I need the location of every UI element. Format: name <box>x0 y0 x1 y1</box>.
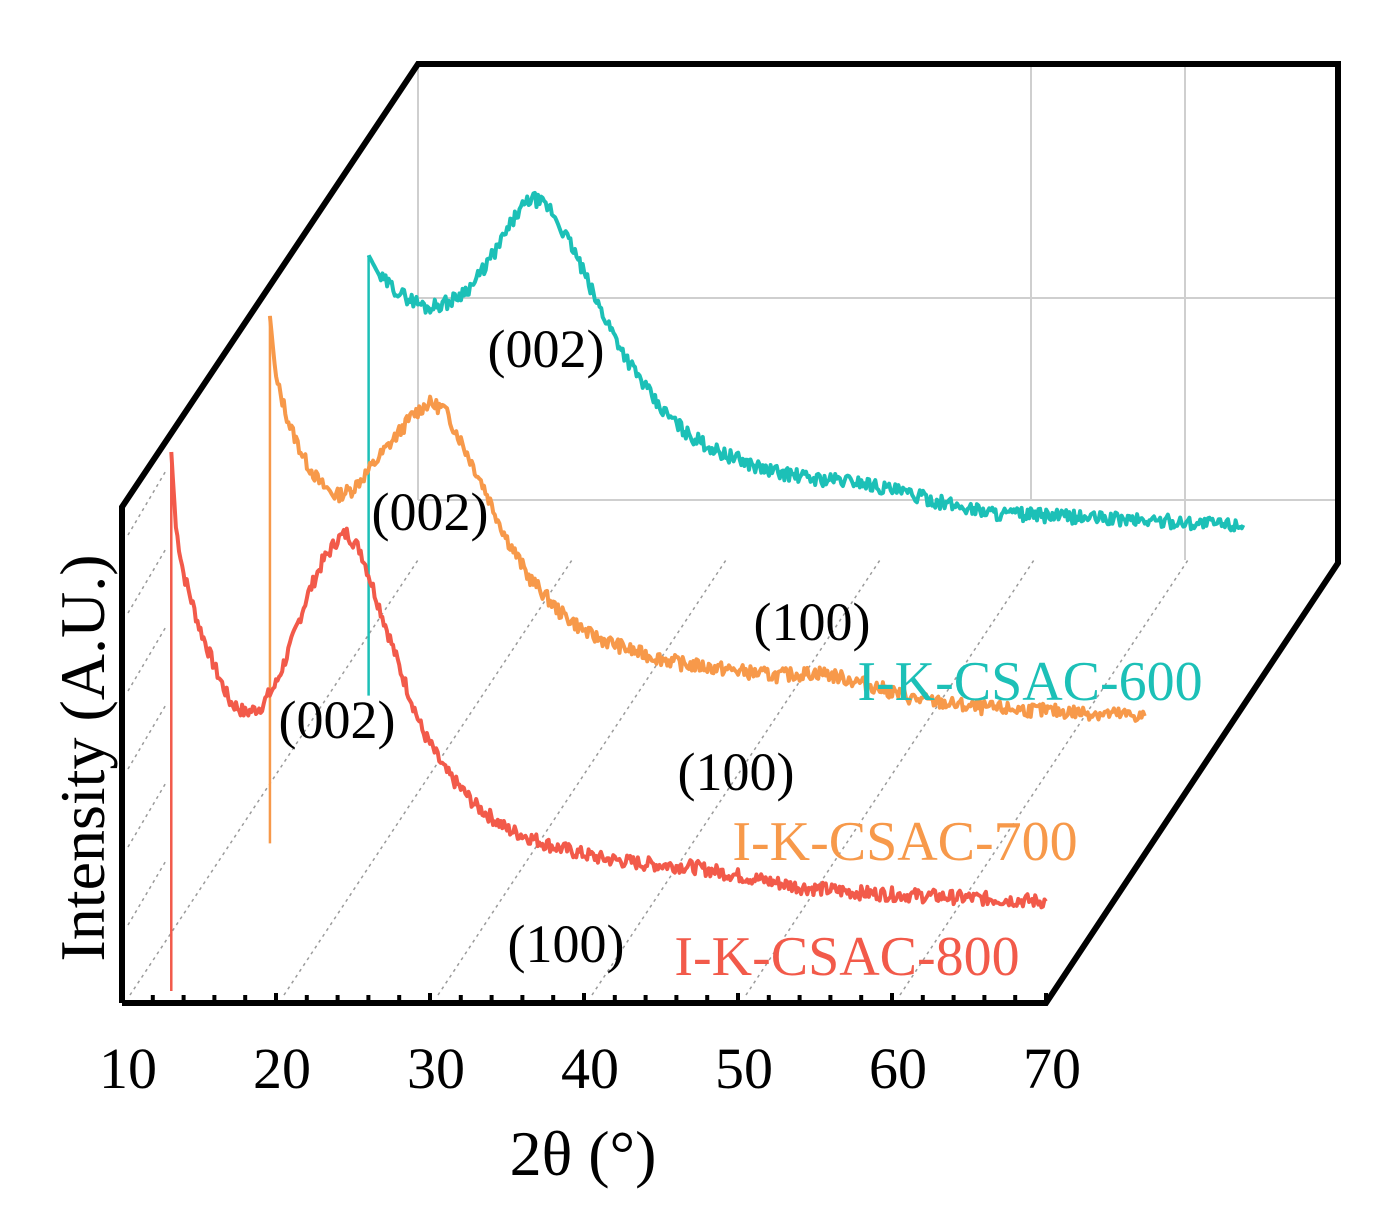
series-label: I-K-CSAC-800 <box>674 926 1019 988</box>
depth-grid-line <box>437 559 727 996</box>
depth-grid-line <box>127 468 168 536</box>
frame-outline <box>119 61 1341 1006</box>
x-tick-label: 60 <box>869 1036 927 1101</box>
depth-grid-line <box>127 780 168 848</box>
depth-grid-line <box>129 559 419 996</box>
x-tick-label: 10 <box>99 1036 157 1101</box>
peak-label-100: (100) <box>678 742 795 802</box>
series-label: I-K-CSAC-700 <box>732 811 1077 873</box>
depth-grid-line <box>283 559 573 996</box>
series-line-i-k-csac-800 <box>169 451 1048 910</box>
depth-grid-line <box>127 546 168 614</box>
depth-grid-line <box>745 559 1035 996</box>
peak-label-100: (100) <box>508 914 625 974</box>
x-tick-label: 40 <box>561 1036 619 1101</box>
depth-grid-line <box>127 624 168 692</box>
x-axis-title: 2θ (°) <box>510 1118 657 1189</box>
series-line-i-k-csac-600 <box>366 190 1246 533</box>
depth-grid-line <box>899 559 1189 996</box>
back-wall-grid <box>417 64 1338 560</box>
depth-grid <box>127 468 1189 996</box>
x-tick-label: 50 <box>715 1036 773 1101</box>
peak-label-100: (100) <box>754 592 871 652</box>
peak-label-002: (002) <box>372 482 489 542</box>
series-layer <box>169 190 1246 991</box>
x-tick-label: 70 <box>1023 1036 1081 1101</box>
series-line-i-k-csac-700 <box>267 315 1147 723</box>
depth-grid-line <box>127 858 168 926</box>
peak-label-002: (002) <box>488 319 605 379</box>
text-layer: Intensity (A.U.) 2θ (°) (002)(100) I-K-CS… <box>47 319 1203 1189</box>
depth-grid-line <box>591 559 881 996</box>
depth-grid-line <box>127 702 168 770</box>
y-axis-title: Intensity (A.U.) <box>47 554 118 961</box>
chart-frame <box>119 61 1341 1006</box>
x-axis-ticks: 10 20 30 40 50 60 70 <box>99 993 1081 1101</box>
x-tick-label: 30 <box>407 1036 465 1101</box>
peak-label-002: (002) <box>279 690 396 750</box>
series-label: I-K-CSAC-600 <box>857 651 1202 713</box>
x-tick-label: 20 <box>253 1036 311 1101</box>
